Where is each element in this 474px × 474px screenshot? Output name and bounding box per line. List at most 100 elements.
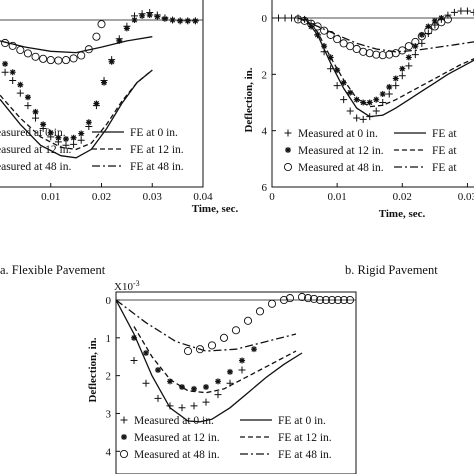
y-tick-label-c: 1	[106, 333, 112, 345]
series-b-measured-at-0-in--point	[457, 7, 465, 15]
series-b-measured-at-12-in--point	[405, 54, 412, 61]
series-c-measured-at-48-in--point	[315, 295, 325, 305]
series-c-measured-at-48-in--point	[327, 295, 337, 305]
legend-a: easured at 0 in. FE at 0 in. easured at 12…	[0, 127, 184, 173]
series-b-measured-at-0-in--point	[272, 14, 276, 22]
series-b-measured-at-0-in--point	[398, 72, 406, 80]
x-tick-label-b: 0	[269, 191, 275, 203]
series-b-measured-at-0-in--point	[346, 107, 354, 115]
series-b-measured-at-12-in--point	[366, 99, 373, 106]
series-c-measured-at-48-in--point	[243, 316, 253, 325]
series-a-measured-at-12-in--point	[131, 17, 138, 23]
series-b-measured-at-12-in--point	[334, 67, 341, 74]
legend-label-a: easured at 0 in.	[0, 127, 66, 139]
series-a-measured-at-48-in--point	[46, 56, 55, 65]
series-b-measured-at-0-in--point	[359, 115, 367, 123]
legend-b: Measured at 0 in. FE at Measured at 12 in.…	[283, 128, 457, 174]
y-tick-label-b: 0	[262, 13, 268, 25]
legend-label-a: easured at 12 in.	[0, 144, 71, 156]
series-a-measured-at-48-in--point	[61, 56, 71, 65]
series-b-measured-at-12-in--point	[412, 43, 419, 50]
series-c-measured-at-48-in--point	[231, 326, 241, 335]
series-c-measured-at-0-in--point	[238, 366, 246, 374]
series-b-measured-at-0-in--point	[405, 62, 413, 70]
series-a-measured-at-48-in--point	[16, 46, 25, 55]
legend-label-b: Measured at 0 in.	[298, 128, 378, 140]
series-b-measured-at-0-in--point	[392, 82, 400, 90]
x-tick-label-a: 0.04	[193, 191, 213, 203]
series-c-measured-at-48-in--point	[303, 294, 313, 303]
series-c-measured-at-12-in--point	[167, 378, 173, 385]
plot-area-b	[272, 7, 474, 123]
series-c-fe-at-12-in--line	[133, 326, 297, 394]
series-a-measured-at-0-in--point	[77, 136, 85, 144]
legend-label-b: FE at	[432, 128, 457, 140]
series-a-measured-at-0-in--point	[16, 89, 24, 97]
series-c-measured-at-0-in--point	[190, 402, 198, 410]
series-a-measured-at-48-in--point	[8, 41, 17, 50]
panel-a-flexible: 0.01 0.02 0.03 0.04 easured at 0 in. FE at 0 …	[0, 0, 213, 203]
legend-label-c: FE at 12 in.	[278, 432, 332, 444]
legend-marker-c	[120, 416, 128, 424]
series-c-measured-at-48-in--point	[183, 347, 193, 356]
x-tick-label-b: 0.01	[328, 191, 347, 203]
series-b-fe-at-12-in--line	[304, 17, 474, 108]
series-b-measured-at-48-in--point	[430, 22, 439, 31]
series-b-measured-at-12-in--point	[353, 96, 360, 103]
caption-a: a. Flexible Pavement	[0, 263, 106, 277]
x-tick-label-a: 0.02	[92, 191, 111, 203]
series-a-measured-at-12-in--point	[9, 69, 16, 76]
series-c-measured-at-12-in--point	[227, 368, 233, 375]
series-a-measured-at-0-in--point	[62, 141, 70, 149]
series-b-measured-at-12-in--point	[399, 65, 406, 72]
legend-marker-b	[285, 147, 291, 153]
series-a-measured-at-48-in--point	[54, 56, 63, 65]
series-c-measured-at-48-in--point	[285, 294, 295, 303]
x-tick-label-a: 0.01	[41, 191, 60, 203]
legend-label-c: FE at 0 in.	[278, 415, 326, 427]
series-c-measured-at-12-in--point	[215, 378, 221, 385]
series-a-measured-at-12-in--point	[101, 79, 108, 86]
series-b-measured-at-12-in--point	[360, 99, 367, 106]
series-b-measured-at-48-in--point	[359, 47, 368, 56]
series-b-measured-at-12-in--point	[340, 79, 347, 86]
legend-label-a: easured at 48 in.	[0, 161, 71, 173]
series-a-measured-at-12-in--point	[177, 17, 184, 24]
legend-label-a: FE at 48 in.	[130, 161, 184, 173]
series-b-measured-at-0-in--point	[444, 11, 452, 19]
series-a-measured-at-0-in--point	[32, 114, 40, 122]
series-b-measured-at-48-in--point	[437, 18, 446, 27]
series-b-measured-at-12-in--point	[438, 15, 445, 21]
x-tick-label-a: 0.03	[143, 191, 163, 203]
series-c-measured-at-48-in--point	[267, 299, 277, 308]
series-b-measured-at-48-in--point	[333, 35, 342, 44]
y-multiplier-c: X10-3	[114, 279, 140, 293]
series-a-measured-at-12-in--point	[184, 17, 191, 24]
series-b-measured-at-0-in--point	[450, 8, 458, 16]
caption-b: b. Rigid Pavement	[345, 263, 438, 277]
series-b-measured-at-48-in--point	[372, 50, 381, 59]
series-b-measured-at-48-in--point	[424, 26, 433, 35]
series-a-measured-at-12-in--point	[47, 129, 54, 136]
series-a-fe-at-0-in--line	[0, 69, 153, 159]
series-a-measured-at-12-in--point	[78, 130, 85, 137]
legend-marker-b	[284, 129, 292, 137]
plot-frame-c	[115, 291, 357, 474]
series-c-measured-at-48-in--point	[195, 345, 205, 354]
series-c-measured-at-12-in--point	[155, 366, 161, 373]
series-b-measured-at-48-in--point	[346, 42, 355, 51]
series-b-measured-at-0-in--point	[340, 96, 348, 104]
y-tick-label-c: 4	[106, 446, 112, 458]
series-b-measured-at-48-in--point	[313, 22, 322, 31]
legend-marker-c	[121, 434, 127, 440]
series-b-measured-at-0-in--point	[463, 7, 471, 15]
panel-b-rigid: 00.010.020.030246Measured at 0 in.FE atM…	[262, 0, 474, 203]
series-c-measured-at-0-in--point	[202, 398, 210, 406]
series-c-measured-at-0-in--point	[130, 357, 138, 365]
legend-label-c: Measured at 0 in.	[134, 415, 214, 427]
legend-label-c: Measured at 12 in.	[134, 432, 220, 444]
series-a-measured-at-12-in--point	[85, 119, 92, 126]
legend-label-a: FE at 0 in.	[130, 127, 178, 139]
series-a-measured-at-12-in--point	[108, 58, 115, 65]
